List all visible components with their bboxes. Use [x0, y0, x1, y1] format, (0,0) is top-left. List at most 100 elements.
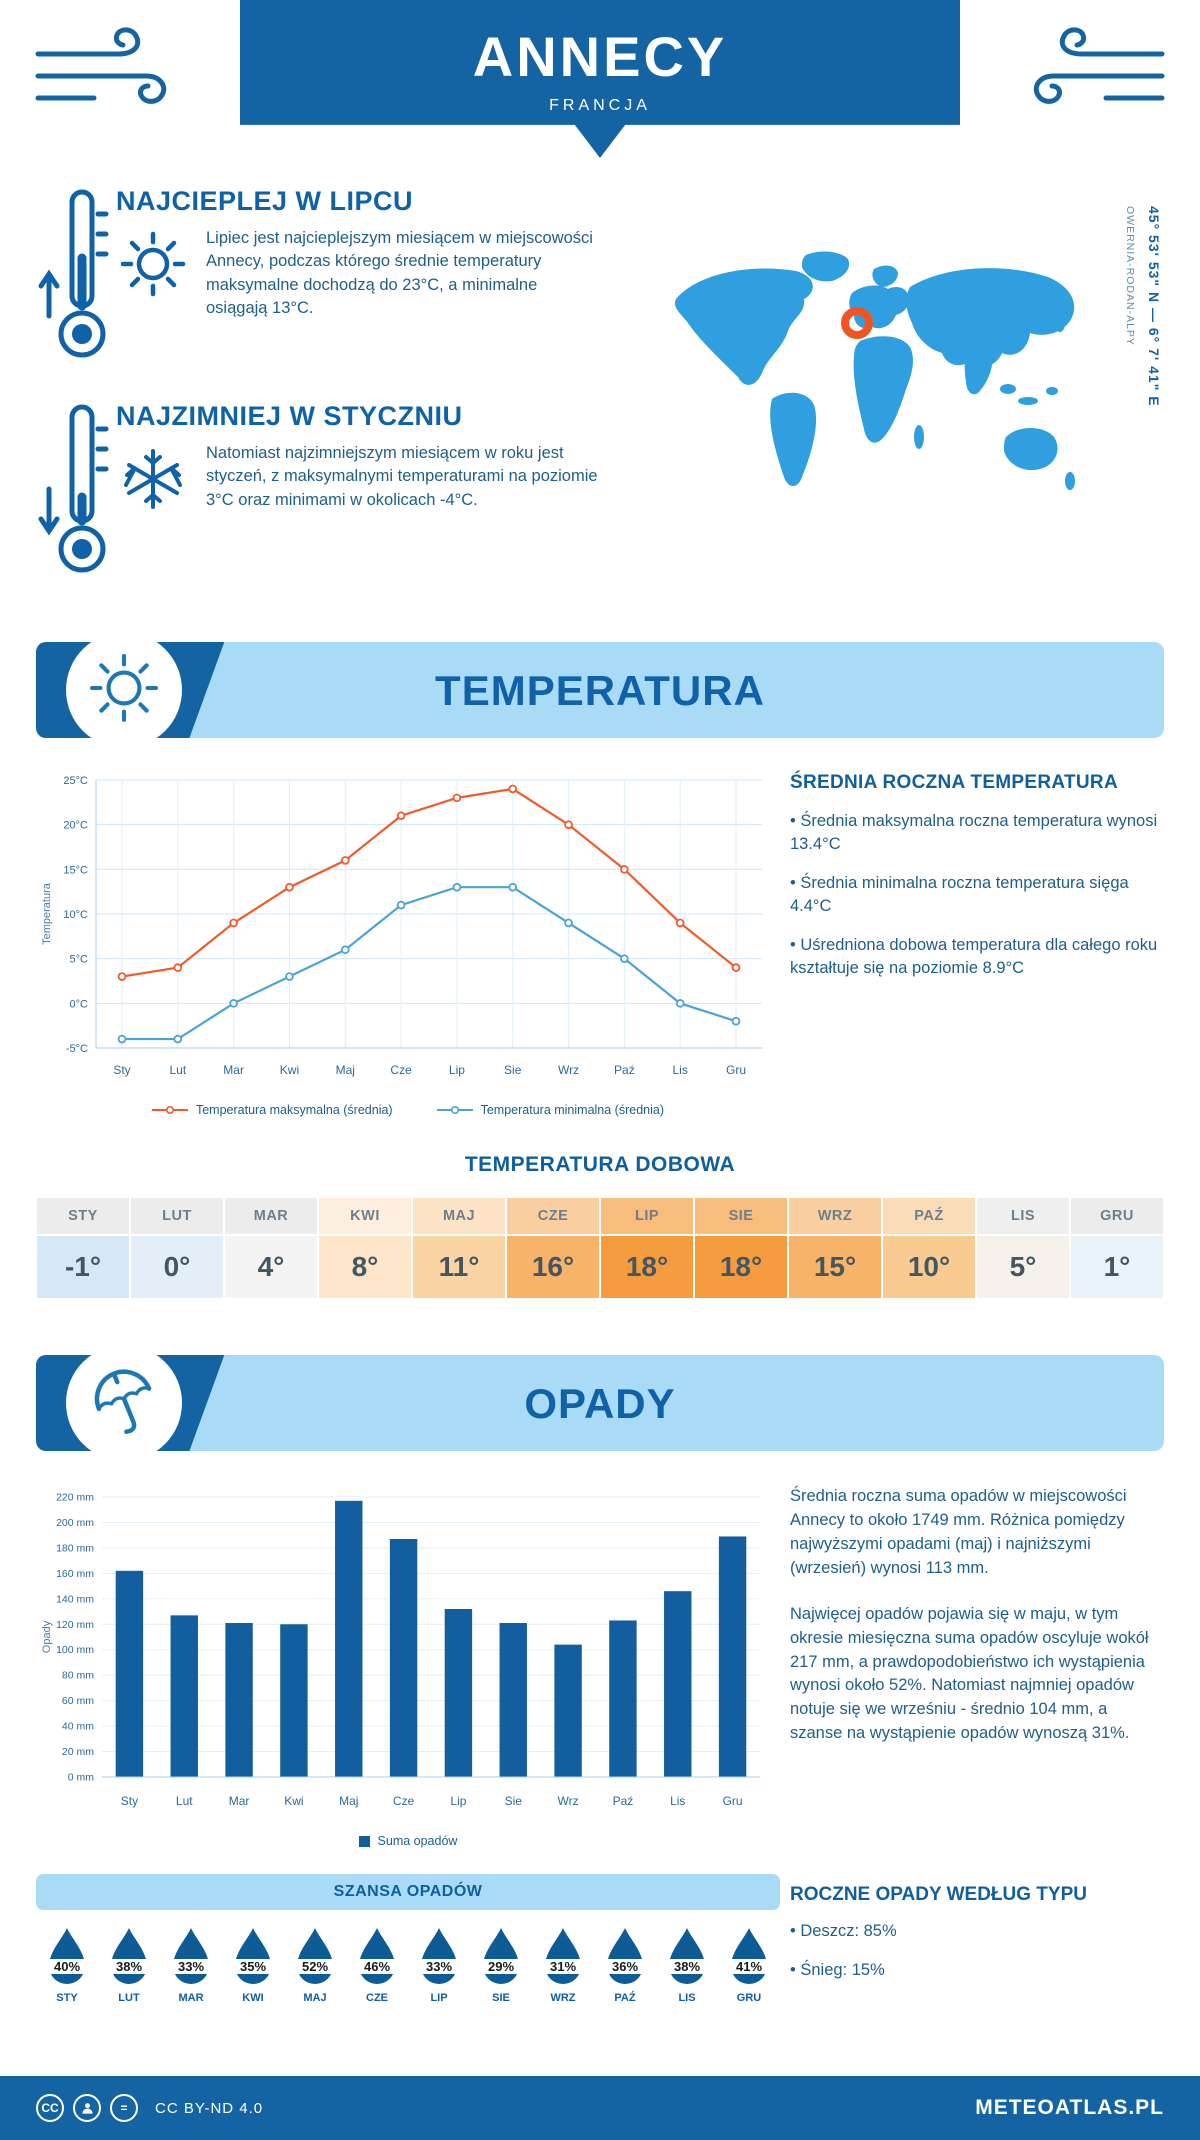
svg-text:36%: 36%: [612, 1959, 638, 1974]
svg-text:60 mm: 60 mm: [62, 1695, 94, 1707]
droplet-month-label: CZE: [366, 1992, 388, 2004]
rain-chance-droplet: 41% GRU: [722, 1926, 776, 2004]
svg-text:Lut: Lut: [169, 1063, 186, 1077]
svg-text:220 mm: 220 mm: [56, 1492, 94, 1504]
month-header-cell: LIS: [976, 1197, 1070, 1235]
precipitation-type-title: ROCZNE OPADY WEDŁUG TYPU: [790, 1884, 1087, 1905]
svg-text:Temperatura: Temperatura: [41, 882, 53, 945]
intro-text-column: NAJCIEPLEJ W LIPCU Lipiec jest najci: [36, 186, 656, 616]
warmest-month-content: NAJCIEPLEJ W LIPCU Lipiec jest najci: [116, 186, 598, 377]
coldest-month-block: NAJZIMNIEJ W STYCZNIU: [36, 401, 656, 592]
svg-text:Lis: Lis: [670, 1794, 685, 1808]
svg-text:20 mm: 20 mm: [62, 1746, 94, 1758]
bullet-item: Uśredniona dobowa temperatura dla całego…: [790, 934, 1164, 980]
temperature-value-cell: 18°: [694, 1235, 788, 1299]
temperature-banner: TEMPERATURA: [36, 632, 1164, 748]
temperature-value-cell: 10°: [882, 1235, 976, 1299]
droplet-month-label: SIE: [492, 1992, 510, 2004]
brand-label: METEOATLAS.PL: [975, 2096, 1164, 2119]
svg-text:Sty: Sty: [121, 1794, 138, 1808]
intro-section: NAJCIEPLEJ W LIPCU Lipiec jest najci: [0, 186, 1200, 616]
precipitation-chart-legend: Suma opadów: [36, 1834, 780, 1848]
rain-chance-title: SZANSA OPADÓW: [36, 1874, 780, 1910]
svg-text:Paź: Paź: [613, 1794, 634, 1808]
temperature-value-cell: 16°: [506, 1235, 600, 1299]
license-group: CC = CC BY-ND 4.0: [36, 2094, 263, 2122]
rain-chance-droplet: 33% LIP: [412, 1926, 466, 2004]
month-header-cell: WRZ: [788, 1197, 882, 1235]
bottom-section: SZANSA OPADÓW 40% STY 38% LUT 33% MAR 35% KWI 52…: [0, 1874, 1200, 2004]
svg-text:Lis: Lis: [673, 1063, 688, 1077]
rain-chance-droplet: 31% WRZ: [536, 1926, 590, 2004]
temperature-line-chart: -5°C 0°C 5°C 10°C 15°C 20°C 25°C Sty Lut Mar Kwi Ma…: [36, 766, 780, 1091]
svg-text:0 mm: 0 mm: [68, 1772, 95, 1784]
month-header-cell: SIE: [694, 1197, 788, 1235]
warmest-month-text: Lipiec jest najcieplejszym miesiącem w m…: [206, 229, 593, 318]
droplet-month-label: PAŹ: [614, 1992, 636, 2004]
svg-text:38%: 38%: [674, 1959, 700, 1974]
svg-text:-5°C: -5°C: [66, 1043, 88, 1055]
sun-icon: [116, 227, 190, 321]
rain-chance-droplet: 33% MAR: [164, 1926, 218, 2004]
svg-text:Kwi: Kwi: [280, 1063, 299, 1077]
droplet-month-label: LIS: [678, 1992, 696, 2004]
rain-chance-droplet: 35% KWI: [226, 1926, 280, 2004]
svg-text:Kwi: Kwi: [284, 1794, 303, 1808]
rain-chance-droplet: 52% MAJ: [288, 1926, 342, 2004]
rain-chance-droplet: 40% STY: [40, 1926, 94, 2004]
temperature-value-cell: 4°: [224, 1235, 318, 1299]
title-banner: ANNECY FRANCJA: [240, 0, 960, 158]
precipitation-paragraph: Średnia roczna suma opadów w miejscowośc…: [790, 1487, 1127, 1577]
svg-text:Sie: Sie: [504, 1063, 522, 1077]
svg-text:Sty: Sty: [113, 1063, 130, 1077]
svg-text:140 mm: 140 mm: [56, 1593, 94, 1605]
svg-text:80 mm: 80 mm: [62, 1670, 94, 1682]
footer: CC = CC BY-ND 4.0 METEOATLAS.PL: [0, 2076, 1200, 2140]
temperature-value-cell: 5°: [976, 1235, 1070, 1299]
svg-text:Cze: Cze: [390, 1063, 412, 1077]
precipitation-type-bullets: Deszcz: 85% Śnieg: 15%: [790, 1920, 1164, 1982]
precipitation-banner-icon-circle: [66, 1345, 182, 1461]
temperature-banner-icon-circle: [66, 632, 182, 748]
temperature-summary-title: ŚREDNIA ROCZNA TEMPERATURA: [790, 772, 1118, 793]
legend-item: Temperatura maksymalna (średnia): [151, 1103, 393, 1117]
bullet-item: Śnieg: 15%: [790, 1959, 1164, 1982]
rain-chance-droplet: 36% PAŹ: [598, 1926, 652, 2004]
svg-text:33%: 33%: [178, 1959, 204, 1974]
coldest-month-title: NAJZIMNIEJ W STYCZNIU: [116, 401, 463, 431]
cc-icon: CC: [36, 2094, 64, 2122]
droplet-month-label: LIP: [430, 1992, 448, 2004]
bullet-item: Średnia maksymalna roczna temperatura wy…: [790, 810, 1164, 856]
umbrella-icon: [88, 1365, 160, 1442]
svg-text:100 mm: 100 mm: [56, 1644, 94, 1656]
svg-text:Opady: Opady: [41, 1620, 53, 1653]
legend-item: Temperatura minimalna (średnia): [436, 1103, 664, 1117]
month-header-cell: MAJ: [412, 1197, 506, 1235]
svg-text:120 mm: 120 mm: [56, 1619, 94, 1631]
bullet-item: Deszcz: 85%: [790, 1920, 1164, 1943]
warmest-month-title: NAJCIEPLEJ W LIPCU: [116, 186, 414, 216]
precipitation-content: 0 mm 20 mm 40 mm 60 mm 80 mm 100 mm 120 mm 140 …: [0, 1485, 1200, 1848]
rain-chance-droplet: 29% SIE: [474, 1926, 528, 2004]
svg-text:Maj: Maj: [336, 1063, 355, 1077]
temperature-section-title: TEMPERATURA: [435, 667, 765, 714]
thermometer-cold-icon: [36, 401, 116, 592]
svg-text:Lip: Lip: [450, 1794, 466, 1808]
rain-chance-block: SZANSA OPADÓW 40% STY 38% LUT 33% MAR 35% KWI 52…: [36, 1874, 780, 2004]
svg-text:Sie: Sie: [505, 1794, 523, 1808]
bullet-item: Średnia minimalna roczna temperatura się…: [790, 872, 1164, 918]
daily-temperature-table: STY LUT MAR KWI MAJ CZE LIP SIE WRZ PAŹ LIS GRU -1° 0…: [36, 1197, 1164, 1299]
svg-text:180 mm: 180 mm: [56, 1542, 94, 1554]
month-header-cell: LUT: [130, 1197, 224, 1235]
svg-text:31%: 31%: [550, 1959, 576, 1974]
month-header-cell: STY: [36, 1197, 130, 1235]
temperature-value-cell: 11°: [412, 1235, 506, 1299]
svg-text:52%: 52%: [302, 1959, 328, 1974]
snowflake-icon: [116, 442, 190, 519]
world-map: [674, 251, 1075, 490]
thermometer-warm-icon: [36, 186, 116, 377]
svg-text:46%: 46%: [364, 1959, 390, 1974]
droplet-month-label: LUT: [118, 1992, 140, 2004]
svg-text:Gru: Gru: [723, 1794, 743, 1808]
